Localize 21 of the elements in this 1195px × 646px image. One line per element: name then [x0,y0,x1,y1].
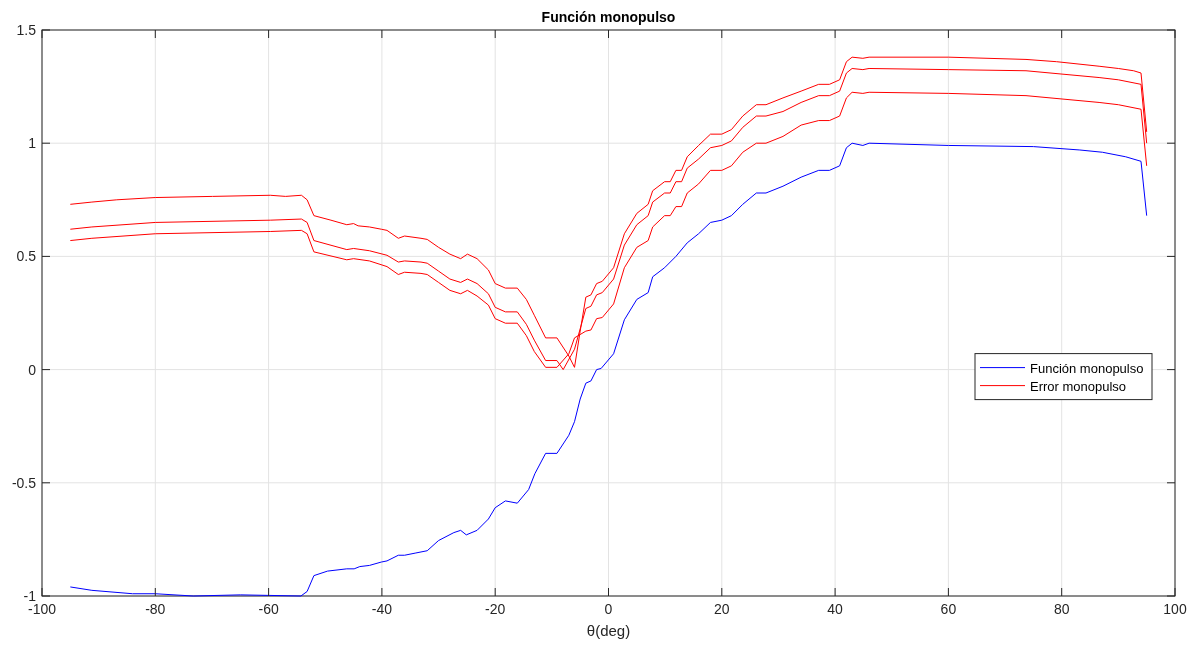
x-tick-label: 0 [604,601,613,617]
x-tick-label: -100 [27,601,57,617]
x-tick-label: 100 [1163,601,1187,617]
legend-label: Función monopulso [1030,360,1144,376]
x-tick-label: 80 [1053,601,1070,617]
legend-label: Error monopulso [1030,378,1127,394]
x-tick-label: -20 [485,601,506,617]
x-tick-label: 40 [827,601,844,617]
y-tick-label: 1.5 [16,22,37,38]
chart-title: Función monopulso [541,9,676,25]
y-tick-label: -1 [23,588,37,604]
y-tick-label: -0.5 [11,474,37,491]
y-tick-label: 0 [28,361,37,378]
x-tick-label: -60 [258,601,279,617]
x-tick-label: 20 [714,601,730,617]
y-tick-label: 1 [28,135,37,152]
x-tick-label: -40 [371,601,393,617]
y-tick-label: 0.5 [16,248,37,265]
x-tick-label: 60 [940,601,957,617]
x-axis-title: θ(deg) [586,622,631,639]
x-tick-label: -80 [145,601,166,617]
